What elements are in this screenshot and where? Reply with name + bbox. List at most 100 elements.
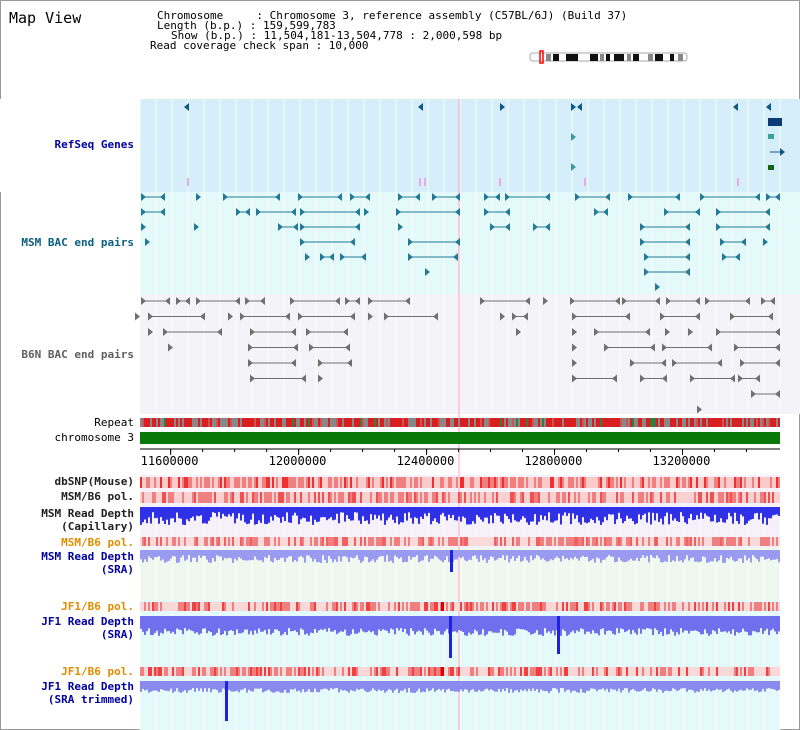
repeat-segment (714, 418, 716, 427)
jf1-depth-sra-bar (206, 616, 208, 634)
dbsnp-cell (206, 477, 208, 488)
repeat-segment (584, 418, 586, 427)
msm-b6-pol-sra-cell (254, 537, 256, 546)
msm-b6-pol-cell (320, 492, 322, 503)
dbsnp-cell (436, 477, 438, 488)
msm-b6-pol-sra-cell (748, 537, 750, 546)
jf1-depth-trimmed-bar (534, 681, 536, 691)
msm-depth-capillary-bar (624, 507, 626, 522)
repeat-segment (568, 418, 570, 427)
msm-b6-pol-cell (686, 492, 688, 503)
msm-b6-pol-cell (412, 492, 414, 503)
msm-depth-capillary-bar (750, 507, 752, 520)
jf1-depth-trimmed-bar (480, 681, 482, 692)
msm-depth-capillary-bar (602, 507, 604, 523)
jf1-b6-pol-trim-cell (416, 667, 418, 676)
msm-depth-sra-bar (534, 550, 536, 559)
jf1-b6-pol-trim-cell (276, 667, 278, 676)
msm-depth-sra-bar (190, 550, 192, 563)
msm-b6-pol-cell (628, 492, 630, 503)
jf1-depth-sra-bar (262, 616, 264, 632)
msm-depth-capillary-bar (560, 507, 562, 525)
msm-b6-pol-cell (462, 492, 464, 503)
jf1-b6-pol-trim-cell (694, 667, 696, 676)
msm-bac-end (398, 223, 403, 231)
msm-depth-capillary-bar (666, 507, 668, 513)
msm-depth-capillary-bar (594, 507, 596, 524)
msm-depth-capillary-bar (146, 507, 148, 524)
msm-b6-pol-cell (524, 492, 526, 503)
msm-b6-pol-cell (352, 492, 354, 503)
msm-b6-pol-sra-cell (482, 537, 484, 546)
jf1-b6-pol-trim-cell (178, 667, 180, 676)
msm-depth-capillary-bar (334, 507, 336, 520)
jf1-b6-pol-cell (670, 602, 672, 611)
repeat-segment (644, 418, 646, 427)
msm-b6-pol-cell (622, 492, 624, 503)
jf1-depth-sra-bar (320, 616, 322, 630)
msm-b6-pol-sra-cell (362, 537, 364, 546)
msm-depth-capillary-bar (290, 507, 292, 523)
pair-end (368, 297, 373, 305)
msm-depth-capillary-bar (516, 507, 518, 522)
msm-b6-pol-cell (714, 492, 716, 503)
jf1-depth-sra-bar (704, 616, 706, 630)
msm-b6-pol-cell (488, 492, 490, 503)
repeat-segment (588, 418, 590, 427)
jf1-b6-pol-trim-cell (332, 667, 334, 676)
jf1-depth-sra-bar (708, 616, 710, 636)
repeat-segment (556, 418, 558, 427)
dbsnp-cell (344, 477, 346, 488)
msm-bac-pair (278, 223, 298, 231)
repeat-segment (680, 418, 682, 427)
repeat-segment (670, 418, 672, 427)
msm-depth-sra-bar (578, 550, 580, 561)
jf1-b6-pol-trim-cell (522, 667, 524, 676)
msm-depth-sra-bar (350, 550, 352, 558)
jf1-depth-trimmed-bar (558, 681, 560, 693)
msm-b6-pol-sra-cell (484, 537, 486, 546)
msm-depth-sra-bar (394, 550, 396, 556)
msm-b6-pol-cell (374, 492, 376, 503)
repeat-segment (288, 418, 290, 427)
jf1-depth-trimmed-bar (472, 681, 474, 690)
msm-b6-pol-cell (342, 492, 344, 503)
msm-depth-capillary-bar (240, 507, 242, 521)
msm-b6-pol-cell (262, 492, 264, 503)
jf1-b6-pol-trim-cell (342, 667, 344, 676)
pair-end (716, 208, 721, 216)
msm-depth-sra-bar (632, 550, 634, 561)
msm-depth-sra-bar (592, 550, 594, 559)
msm-b6-pol-cell (456, 492, 458, 503)
jf1-depth-sra-bar (588, 616, 590, 632)
jf1-b6-pol-cell (436, 602, 438, 611)
jf1-b6-pol-trim-cell (258, 667, 260, 676)
repeat-segment (652, 418, 654, 427)
msm-b6-pol-sra-cell (552, 537, 554, 546)
jf1-depth-trimmed-bar (266, 681, 268, 691)
msm-b6-pol-sra-cell (182, 537, 184, 546)
repeat-segment (632, 418, 634, 427)
msm-depth-capillary-bar (746, 507, 748, 524)
dbsnp-cell (696, 477, 698, 488)
jf1-b6-pol-cell (636, 602, 638, 611)
msm-depth-sra-bar (376, 550, 378, 560)
jf1-b6-pol-cell (294, 602, 296, 611)
msm-b6-pol-sra-label: MSM/B6 pol. (61, 536, 134, 549)
dbsnp-cell (654, 477, 656, 488)
jf1-depth-sra-bar (386, 616, 388, 631)
msm-b6-pol-sra-cell (388, 537, 390, 546)
pair-end (662, 343, 667, 352)
dbsnp-cell (346, 477, 348, 488)
jf1-b6-pol-trim-cell (580, 667, 582, 676)
msm-b6-pol-sra-cell (274, 537, 276, 546)
jf1-depth-trimmed-bar (566, 681, 568, 690)
jf1-b6-pol-cell (422, 602, 424, 611)
jf1-b6-pol-trim-cell (392, 667, 394, 676)
repeat-segment (462, 418, 464, 427)
jf1-depth-trimmed-bar (738, 681, 740, 691)
jf1-b6-pol-trim-cell (368, 667, 370, 676)
jf1-b6-pol-cell (224, 602, 226, 611)
jf1-depth-sra-bar (462, 616, 464, 633)
